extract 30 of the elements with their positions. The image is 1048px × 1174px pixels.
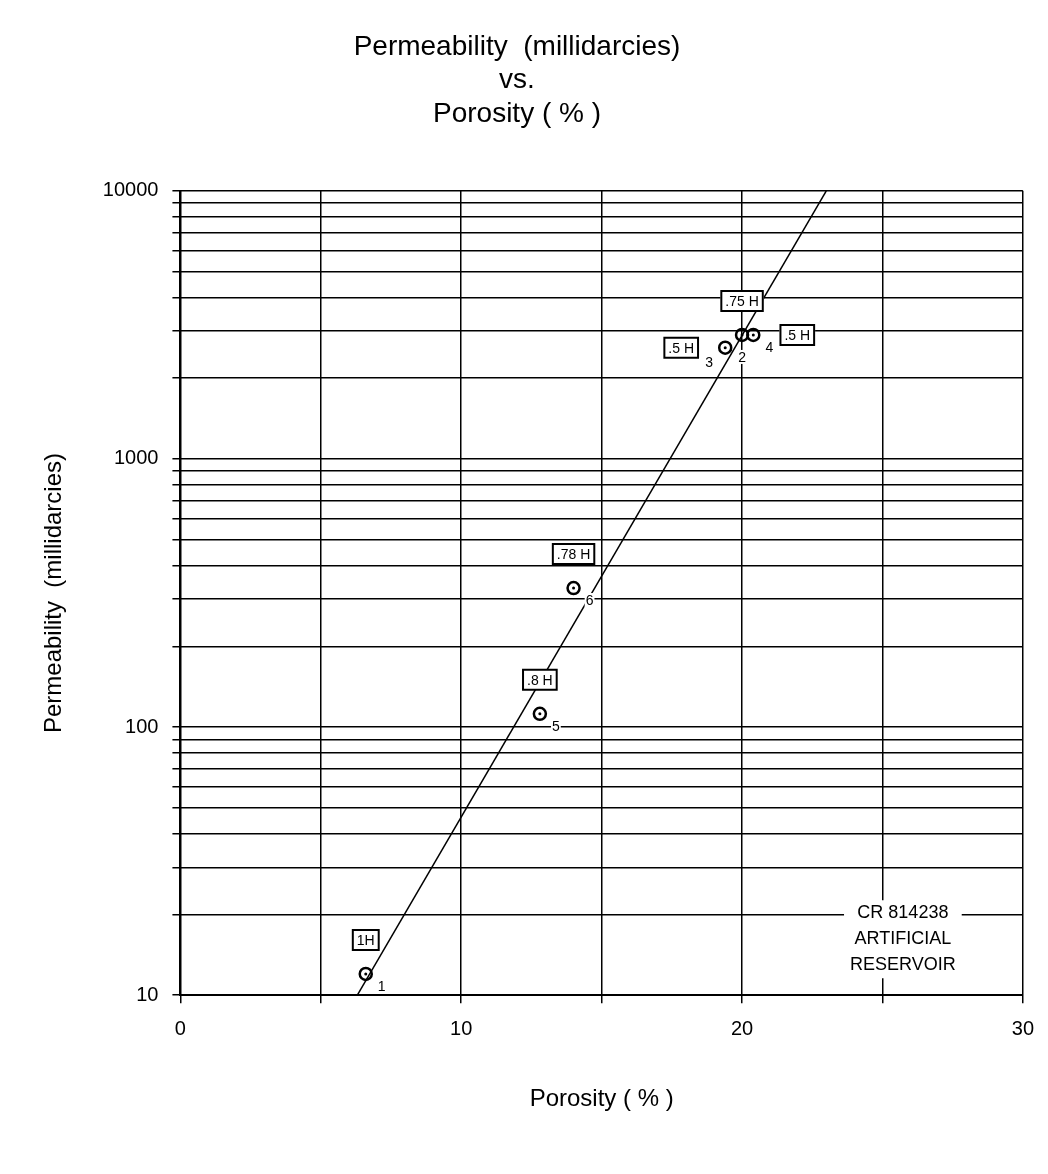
- y-tick-label: 10: [136, 982, 159, 1005]
- annotation: 4: [765, 338, 774, 355]
- point: [358, 966, 374, 982]
- point: [746, 327, 761, 343]
- chart-title: Permeability (millidarcies) vs. Porosity ( % ): [353, 29, 681, 128]
- x-tick-label: 10: [450, 1016, 473, 1039]
- annotation: .5 H: [668, 339, 695, 356]
- annotation: CR 814238 ARTIFICIAL RESERVOIR: [850, 902, 956, 975]
- point: [566, 580, 581, 596]
- x-tick-label: 30: [1011, 1016, 1034, 1039]
- annotation: 1: [377, 977, 386, 994]
- point: [734, 327, 750, 343]
- y-tick-label: 10000: [102, 178, 159, 201]
- y-tick-label: 100: [125, 714, 159, 737]
- y-axis-title: Permeability (millidarcies): [39, 452, 67, 734]
- x-tick-label: 0: [174, 1016, 186, 1039]
- point: [532, 706, 548, 722]
- annotation: 5: [551, 717, 560, 734]
- annotation: .8 H: [527, 671, 553, 688]
- annotation: 2: [738, 348, 747, 365]
- annotation: .5 H: [784, 326, 811, 343]
- annotation: 3: [705, 353, 714, 370]
- annotation: 6: [585, 591, 594, 608]
- annotation: .78 H: [556, 545, 591, 562]
- x-axis-title: Porosity ( % ): [529, 1084, 674, 1112]
- annotation: 1H: [356, 931, 375, 948]
- annotation: .75 H: [725, 292, 759, 309]
- x-tick-label: 20: [730, 1016, 754, 1039]
- point: [717, 340, 733, 355]
- y-tick-label: 1000: [113, 446, 159, 469]
